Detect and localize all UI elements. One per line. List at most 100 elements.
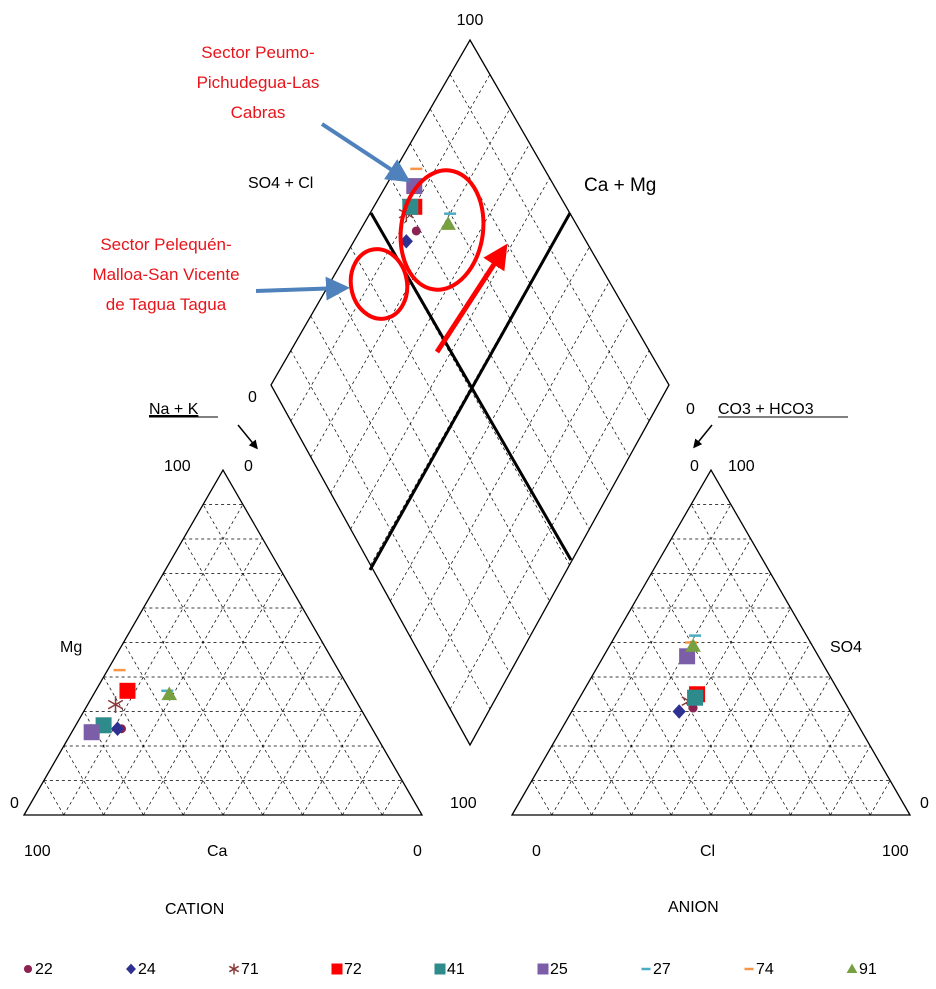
anion-grid-l (551, 504, 732, 816)
diamond-point-22 (411, 226, 421, 236)
cation-grid-r (43, 780, 65, 816)
cation-100-right: 100 (450, 795, 477, 812)
anion-grid-l (710, 642, 811, 816)
anion-point-24 (672, 704, 686, 719)
cation-grid-r (63, 745, 104, 816)
anion-grid-r (670, 538, 831, 816)
diamond-grid-b (429, 315, 630, 674)
diamond-grid-a (330, 281, 531, 638)
legend-marker-41 (434, 963, 446, 975)
diamond-grid-a (350, 246, 550, 602)
anion-grid-r (631, 607, 752, 816)
annotation-sector1-line1: Sector Peumo- (201, 43, 314, 62)
cation-grid-l (143, 573, 284, 816)
cation-grid-l (63, 504, 244, 816)
legend-label-22: 22 (35, 961, 53, 978)
callout-arrow-sector1 (320, 122, 411, 183)
legend-label-72: 72 (344, 961, 362, 978)
legend-label-41: 41 (447, 961, 465, 978)
cation-grid-r (202, 504, 383, 816)
diamond-grid-b (330, 143, 531, 494)
cation-grid-r (182, 538, 343, 816)
anion-point-41 (687, 689, 704, 706)
mg-label: Mg (60, 639, 82, 656)
anion-point-22 (688, 703, 698, 713)
highlight-ellipse-sector1 (398, 168, 486, 292)
diamond-grid-b (350, 177, 550, 530)
ca-label: Ca (207, 843, 228, 860)
callout-arrow-sector2 (255, 276, 350, 301)
data-markers (83, 167, 706, 741)
cation-grid-r (83, 711, 144, 816)
legend-marker-25 (537, 963, 549, 975)
co3-hco3-label: CO3 + HCO3 (718, 401, 814, 418)
legend-marker-71 (228, 963, 240, 975)
legend-label-74: 74 (756, 961, 774, 978)
anion-100-top: 100 (728, 458, 755, 475)
diamond-outline (270, 38, 670, 747)
annotation-sector2-line2: Malloa-San Vicente (92, 265, 239, 284)
cation-0-top: 0 (244, 458, 253, 475)
diamond-right-0: 0 (686, 401, 695, 418)
co3-arrow (693, 424, 713, 449)
annotation-sector1-line2: Pichudegua-Las (197, 73, 320, 92)
diamond-point-91 (440, 216, 456, 230)
cation-0-left: 0 (10, 795, 19, 812)
anion-point-25 (679, 648, 696, 665)
diamond-grid-b (449, 350, 650, 710)
cation-grid-r (103, 676, 184, 816)
anion-title: ANION (668, 899, 719, 916)
cation-point-24 (110, 721, 125, 736)
legend-label-27: 27 (653, 961, 671, 978)
cation-100-top: 100 (164, 458, 191, 475)
grid-lines (43, 74, 891, 816)
cation-grid-r (162, 573, 303, 816)
diamond-left-0: 0 (248, 389, 257, 406)
cation-grid-r (123, 642, 224, 816)
anion-grid-r (611, 642, 712, 816)
anion-triangle-outline (510, 468, 912, 816)
cation-point-25 (83, 724, 100, 741)
anion-bottom-100: 100 (882, 843, 909, 860)
ca-mg-label: Ca + Mg (584, 175, 656, 196)
cation-triangle-outline (22, 468, 424, 816)
na-k-arrow (237, 424, 258, 450)
legend-marker-22 (23, 964, 33, 974)
cation-point-72 (119, 682, 136, 699)
anion-grid-l (869, 780, 891, 816)
anion-0-right: 0 (920, 795, 929, 812)
legend-label-91: 91 (859, 961, 877, 978)
so4-label: SO4 (830, 639, 862, 656)
anion-grid-r (690, 504, 871, 816)
anion-grid-r (571, 711, 632, 816)
annotation-sector2-line1: Sector Pelequén- (100, 235, 231, 254)
anion-grid-r (591, 676, 672, 816)
diamond-grid-a (290, 350, 491, 710)
legend-label-25: 25 (550, 961, 568, 978)
cation-point-71 (107, 696, 124, 713)
diamond-grid-a (390, 177, 590, 530)
anion-grid-l (830, 745, 871, 816)
anion-point-91 (685, 638, 701, 652)
legend-marker-91 (846, 963, 858, 974)
anion-bottom-0: 0 (532, 843, 541, 860)
cl-label: Cl (700, 843, 715, 860)
legend-label-71: 71 (241, 961, 259, 978)
anion-grid-r (551, 745, 592, 816)
cation-grid-l (222, 642, 323, 816)
plot-outlines (22, 38, 912, 816)
anion-grid-l (790, 711, 851, 816)
annotation-sector1-line3: Cabras (231, 103, 286, 122)
highlight-ellipse-sector2 (348, 247, 410, 321)
annotation-sector2-line3: de Tagua Tagua (106, 295, 227, 314)
anion-0-top: 0 (690, 458, 699, 475)
na-k-label: Na + K (149, 401, 199, 418)
diamond-grid-b (390, 246, 590, 602)
diamond-point-24 (399, 234, 413, 249)
legend-marker-24 (126, 963, 136, 975)
anion-grid-r (650, 573, 791, 816)
cation-bottom-0: 0 (413, 843, 422, 860)
trend-arrow (434, 243, 508, 354)
cation-grid-l (342, 745, 383, 816)
zone-line-2 (368, 212, 572, 571)
